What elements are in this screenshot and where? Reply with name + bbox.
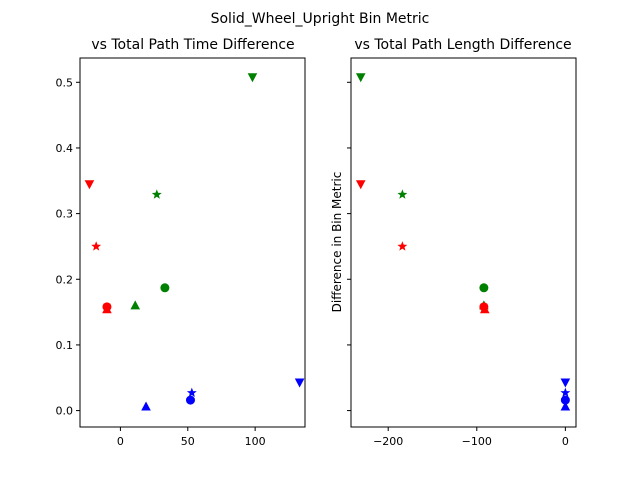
data-point-blue-circle	[560, 395, 570, 405]
data-point-blue-triangle-down	[294, 378, 305, 388]
data-point-red-triangle-down	[84, 180, 95, 190]
data-point-green-triangle-up	[130, 300, 141, 310]
left-panel-title: vs Total Path Time Difference	[91, 37, 294, 53]
data-point-blue-triangle-up	[560, 401, 571, 411]
x-tick-label: 100	[245, 435, 266, 448]
data-point-red-triangle-up	[102, 304, 112, 314]
data-point-green-circle	[160, 283, 170, 293]
y-tick-label: 0.0	[56, 405, 74, 418]
data-point-blue-triangle-down	[560, 378, 571, 388]
x-tick-label: 50	[181, 435, 195, 448]
data-point-blue-star	[186, 387, 197, 398]
right-panel-title: vs Total Path Length Difference	[354, 37, 571, 53]
left-panel-frame	[79, 57, 306, 428]
x-tick-label: 0	[117, 435, 124, 448]
data-point-green-star	[397, 189, 408, 199]
data-point-red-triangle-down	[355, 180, 366, 190]
data-point-green-star	[151, 189, 162, 199]
x-tick-label: −200	[373, 435, 403, 448]
data-point-blue-star	[560, 387, 571, 398]
left-panel-ticks: 0.0 0.1 0.2 0.3 0.4 0.5 0 50 100	[56, 76, 266, 448]
right-panel-marks	[355, 73, 571, 411]
data-point-green-triangle-down	[247, 73, 258, 83]
y-tick-label: 0.4	[56, 142, 74, 155]
x-tick-label: 0	[562, 435, 569, 448]
x-tick-label: −100	[462, 435, 492, 448]
data-point-green-circle	[479, 283, 489, 293]
data-point-blue-triangle-up	[141, 401, 151, 411]
right-panel-ticks: −200 −100 0	[347, 81, 569, 448]
y-tick-label: 0.1	[56, 339, 74, 352]
suptitle: Solid_Wheel_Upright Bin Metric	[211, 11, 430, 27]
right-panel: vs Total Path Length Difference Differen…	[330, 37, 577, 448]
left-panel: vs Total Path Time Difference 0.00.10.20…	[56, 37, 306, 448]
y-tick-label: 0.2	[56, 273, 74, 286]
right-panel-ylabel: Difference in Bin Metric	[330, 172, 344, 313]
y-tick-label: 0.5	[56, 76, 74, 89]
data-point-red-star	[397, 241, 408, 251]
data-point-blue-circle	[185, 395, 195, 405]
y-tick-label: 0.3	[56, 208, 74, 221]
right-panel-frame	[350, 57, 577, 428]
data-point-green-triangle-down	[355, 73, 366, 83]
data-point-red-star	[91, 241, 102, 251]
data-point-red-triangle-up	[479, 304, 490, 314]
left-panel-marks	[84, 73, 305, 411]
